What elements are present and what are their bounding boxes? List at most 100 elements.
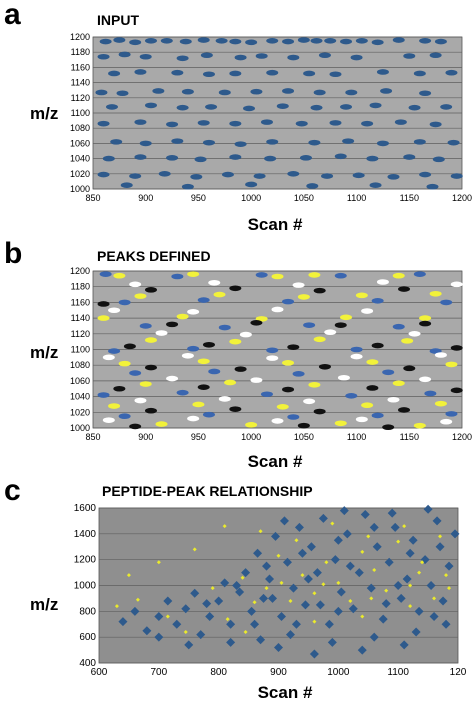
data-point [200, 52, 213, 59]
data-point [434, 400, 447, 407]
data-point [220, 578, 230, 588]
data-point [398, 407, 411, 413]
x-tick-label: 120 [450, 667, 467, 678]
data-point [360, 509, 370, 519]
data-point [187, 345, 200, 352]
data-point [197, 37, 210, 43]
data-point [313, 287, 326, 294]
data-point [369, 182, 382, 188]
data-point [308, 139, 321, 146]
y-tick-label: 1040 [70, 154, 90, 164]
data-point [234, 141, 247, 147]
data-point [376, 279, 389, 285]
data-point [166, 155, 179, 161]
data-point [313, 336, 326, 343]
data-point [387, 396, 400, 403]
data-point [450, 173, 463, 179]
data-point [165, 614, 170, 619]
data-point [95, 89, 108, 96]
data-point [398, 286, 411, 292]
panel-b-ylabel: m/z [30, 343, 58, 362]
data-point [429, 612, 439, 621]
data-point [129, 281, 142, 288]
data-point [266, 38, 279, 44]
data-point [264, 155, 277, 162]
data-point [158, 171, 171, 177]
data-point [184, 640, 194, 650]
data-point [226, 619, 236, 629]
data-point [411, 627, 421, 637]
data-point [371, 342, 384, 349]
data-point [447, 139, 460, 146]
data-point [224, 379, 237, 386]
data-point [413, 70, 426, 77]
data-point [287, 54, 300, 61]
data-point [297, 548, 307, 558]
panel-a-letter: a [4, 0, 21, 31]
data-point [324, 560, 329, 565]
data-point [171, 138, 184, 144]
data-point [413, 271, 426, 277]
data-point [312, 591, 317, 596]
data-point [259, 593, 269, 603]
data-point [102, 354, 115, 361]
data-point [97, 171, 110, 178]
data-point [265, 574, 275, 584]
data-point [287, 171, 300, 177]
x-tick-label: 600 [91, 667, 108, 678]
data-point [330, 521, 335, 526]
data-point [429, 121, 442, 128]
x-tick-label: 1100 [387, 667, 409, 678]
data-point [424, 390, 437, 397]
data-point [366, 155, 379, 162]
data-point [429, 52, 442, 59]
x-tick-label: 900 [138, 432, 153, 442]
data-point [97, 301, 110, 307]
data-point [288, 599, 293, 603]
data-point [187, 271, 200, 277]
panel-c-ylabel: m/z [30, 595, 58, 614]
data-point [313, 89, 326, 96]
data-point [288, 583, 298, 593]
data-point [276, 404, 289, 410]
data-point [445, 69, 458, 76]
data-point [179, 38, 192, 45]
data-point [308, 272, 321, 278]
data-point [166, 375, 179, 382]
data-point [292, 371, 305, 377]
data-point [229, 120, 242, 127]
data-point [329, 120, 342, 126]
data-point [369, 522, 379, 532]
x-tick-label: 1200 [452, 193, 472, 203]
data-point [247, 606, 257, 616]
data-point [271, 531, 281, 541]
data-point [445, 411, 458, 417]
data-point [134, 293, 147, 299]
data-point [192, 401, 205, 408]
data-point [154, 632, 164, 642]
y-tick-label: 1600 [74, 503, 97, 514]
x-tick-label: 700 [150, 667, 167, 678]
data-point [361, 308, 374, 314]
data-point [434, 38, 447, 45]
data-point [135, 597, 140, 602]
data-point [221, 171, 234, 178]
y-tick-label: 1120 [71, 329, 90, 339]
data-point [139, 381, 152, 387]
data-point [113, 37, 126, 43]
y-tick-label: 1000 [70, 423, 90, 433]
data-point [240, 575, 245, 580]
data-point [256, 635, 266, 645]
data-point [208, 279, 221, 286]
data-point [392, 37, 405, 43]
data-point [438, 534, 443, 539]
data-point [108, 403, 121, 409]
data-point [345, 393, 358, 399]
y-tick-label: 1160 [71, 62, 90, 72]
data-point [250, 377, 263, 383]
data-point [403, 154, 416, 160]
data-point [423, 504, 433, 514]
data-point [266, 69, 279, 76]
